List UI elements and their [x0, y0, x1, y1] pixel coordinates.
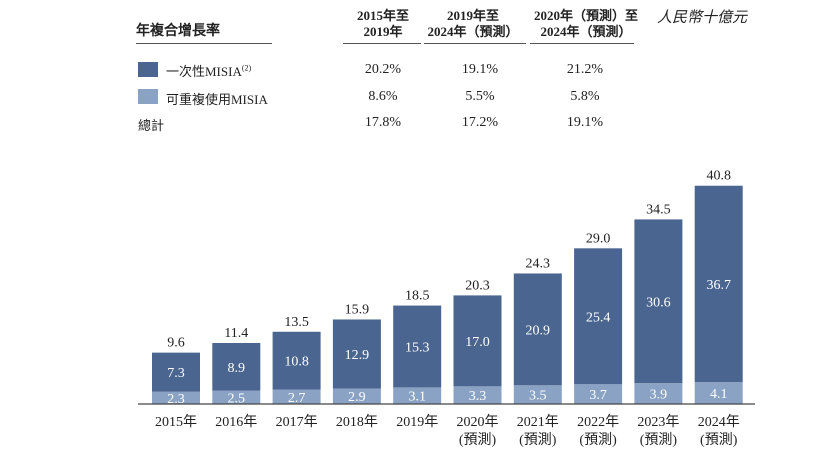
- legend-swatch-disposable: [138, 62, 158, 77]
- data-label-reusable: 3.1: [408, 390, 426, 405]
- bar-reusable: [634, 383, 683, 404]
- bar-reusable: [212, 390, 261, 404]
- data-label-total: 40.8: [706, 169, 731, 184]
- x-tick-label: (預測): [579, 432, 617, 448]
- data-label-total: 18.5: [405, 289, 430, 304]
- data-label-disposable: 30.6: [646, 295, 671, 310]
- data-label-total: 9.6: [167, 336, 185, 351]
- data-label-reusable: 2.7: [288, 391, 306, 406]
- col-header-3-underline: [530, 43, 634, 44]
- x-tick-label: (預測): [459, 432, 497, 448]
- data-label-disposable: 8.9: [228, 361, 246, 376]
- col-header-2-line1: 2019年至: [446, 8, 499, 23]
- col-header-1-line2: 2019年: [363, 24, 403, 39]
- data-label-reusable: 3.7: [589, 388, 607, 403]
- data-label-reusable: 2.9: [348, 390, 366, 405]
- bar-disposable: [694, 185, 743, 383]
- x-tick-label: 2020年: [457, 414, 499, 430]
- row-label-disposable-text: 一次性MISIA: [166, 64, 242, 79]
- data-label-reusable: 2.3: [167, 392, 185, 407]
- data-label-total: 34.5: [646, 202, 671, 217]
- bar-reusable: [272, 389, 321, 404]
- col-header-1-underline: [343, 43, 421, 44]
- x-tick-label: 2019年: [396, 414, 438, 430]
- col-header-2: 2019年至 2024年（預測）: [418, 8, 528, 40]
- cell-total-1: 17.8%: [364, 115, 402, 130]
- unit-label: 人民幣十億元: [657, 10, 748, 26]
- cell-total-3: 19.1%: [566, 115, 604, 130]
- cell-disposable-3: 21.2%: [566, 62, 604, 77]
- data-label-reusable: 3.5: [529, 389, 547, 404]
- data-label-total: 13.5: [284, 315, 309, 330]
- bar-reusable: [513, 385, 562, 404]
- data-label-total: 20.3: [465, 278, 490, 293]
- data-label-total: 29.0: [586, 231, 611, 246]
- data-label-disposable: 7.3: [167, 366, 185, 381]
- cell-reusable-3: 5.8%: [570, 89, 600, 104]
- data-label-reusable: 4.1: [710, 387, 728, 402]
- x-tick-label: 2015年: [155, 414, 197, 430]
- bar-reusable: [694, 382, 743, 404]
- bar-reusable: [332, 388, 381, 404]
- data-label-reusable: 3.3: [469, 389, 487, 404]
- x-tick-label: (預測): [640, 432, 678, 448]
- data-label-total: 15.9: [345, 302, 370, 317]
- col-header-1-line1: 2015年至: [356, 8, 409, 23]
- data-label-total: 24.3: [526, 256, 551, 271]
- data-label-disposable: 20.9: [526, 323, 551, 338]
- row-label-reusable: 可重複使用MISIA: [166, 92, 268, 107]
- x-tick-label: (預測): [519, 432, 557, 448]
- bar-disposable: [634, 219, 683, 384]
- data-label-disposable: 12.9: [345, 348, 370, 363]
- bar-disposable: [513, 273, 562, 386]
- bar-reusable: [152, 391, 200, 404]
- data-label-disposable: 10.8: [284, 355, 309, 370]
- data-label-reusable: 2.5: [228, 391, 246, 406]
- bar-disposable: [272, 331, 321, 390]
- cell-disposable-2: 19.1%: [461, 62, 499, 77]
- bar-disposable: [574, 248, 623, 385]
- row-label-disposable: 一次性MISIA(2): [166, 61, 251, 80]
- cell-reusable-1: 8.6%: [368, 89, 398, 104]
- x-tick-label: 2022年: [577, 414, 619, 430]
- data-label-reusable: 3.9: [650, 388, 668, 403]
- x-tick-label: 2021年: [517, 414, 559, 430]
- data-label-disposable: 15.3: [405, 340, 430, 355]
- cell-disposable-1: 20.2%: [364, 62, 402, 77]
- data-label-disposable: 25.4: [586, 310, 611, 325]
- data-label-total: 11.4: [224, 326, 248, 341]
- table-title: 年複合增長率: [136, 24, 220, 39]
- bar-disposable: [332, 319, 381, 389]
- bar-reusable: [453, 386, 502, 404]
- x-tick-label: (預測): [700, 432, 738, 448]
- bar-reusable: [393, 387, 442, 404]
- legend-swatch-reusable: [138, 89, 158, 104]
- row-label-total: 總計: [138, 118, 165, 133]
- cell-total-2: 17.2%: [461, 115, 499, 130]
- data-label-disposable: 36.7: [706, 278, 731, 293]
- col-header-1: 2015年至 2019年: [338, 8, 428, 40]
- col-header-2-underline: [424, 43, 526, 44]
- x-tick-label: 2018年: [336, 414, 378, 430]
- col-header-3-line1: 2020年（預測）至: [533, 8, 638, 23]
- x-tick-label: 2024年: [698, 414, 740, 430]
- x-tick-label: 2017年: [276, 414, 318, 430]
- bar-disposable: [393, 305, 442, 388]
- title-underline: [136, 43, 272, 44]
- bar-disposable: [212, 343, 261, 391]
- bar-disposable: [453, 295, 502, 387]
- bar-reusable: [574, 384, 623, 404]
- row-label-disposable-sup: (2): [241, 63, 252, 73]
- x-tick-label: 2023年: [637, 414, 679, 430]
- col-header-3-line2: 2024年（預測）: [540, 24, 632, 39]
- col-header-2-line2: 2024年（預測）: [427, 24, 519, 39]
- x-tick-label: 2016年: [215, 414, 257, 430]
- data-label-disposable: 17.0: [465, 335, 490, 350]
- cagr-table: 年複合增長率 2015年至 2019年 2019年至 2024年（預測） 202…: [0, 0, 831, 140]
- bar-disposable: [152, 352, 200, 392]
- col-header-3: 2020年（預測）至 2024年（預測）: [516, 8, 656, 40]
- cell-reusable-2: 5.5%: [465, 89, 495, 104]
